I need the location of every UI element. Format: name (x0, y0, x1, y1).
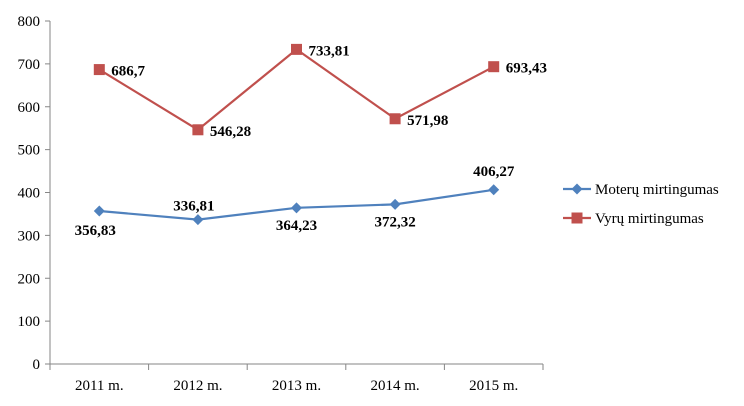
legend-marker (571, 183, 583, 195)
data-label: 733,81 (309, 43, 350, 59)
legend-label: Vyrų mirtingumas (595, 211, 704, 227)
data-label: 693,43 (506, 61, 547, 77)
data-point (291, 202, 302, 214)
legend-item: Moterų mirtingumas (563, 182, 719, 198)
y-axis-ticks: 0 100 200 300 400 500 600 700 800 (18, 14, 50, 373)
data-label: 372,32 (374, 214, 415, 230)
data-point (291, 43, 302, 55)
y-tick-label: 200 (18, 271, 41, 287)
data-label: 686,7 (111, 64, 145, 80)
x-axis-ticks: 2011 m. 2012 m. 2013 m. 2014 m. 2015 m. (49, 364, 544, 394)
legend-item: Vyrų mirtingumas (563, 211, 704, 227)
legend-marker (571, 212, 583, 224)
legend: Moterų mirtingumas Vyrų mirtingumas (563, 182, 719, 227)
y-tick-label: 800 (18, 14, 41, 30)
data-point (389, 113, 401, 125)
data-point (192, 214, 204, 226)
data-point (389, 198, 401, 210)
x-tick-label: 2012 m. (173, 378, 222, 394)
data-point (93, 64, 105, 76)
x-tick-label: 2014 m. (371, 378, 420, 394)
x-tick-label: 2015 m. (469, 378, 518, 394)
data-label: 336,81 (173, 199, 214, 215)
data-label: 356,83 (75, 223, 116, 239)
series-women (93, 184, 500, 226)
y-tick-label: 700 (18, 57, 41, 73)
data-label: 571,98 (407, 113, 448, 129)
data-label: 546,28 (210, 124, 251, 140)
y-tick-label: 300 (18, 228, 41, 244)
data-labels: 356,83 336,81 364,23 372,32 406,27 686,7 546,2… (75, 43, 547, 239)
x-tick-label: 2013 m. (272, 378, 321, 394)
data-point (93, 205, 105, 217)
series-men (93, 43, 500, 136)
series-layer (93, 43, 500, 226)
data-label: 406,27 (473, 164, 515, 180)
y-tick-label: 600 (18, 100, 41, 116)
data-point (192, 124, 204, 136)
x-tick-label: 2011 m. (75, 378, 124, 394)
y-tick-label: 500 (18, 143, 41, 159)
data-point (488, 61, 500, 73)
y-tick-label: 100 (18, 314, 41, 330)
data-label: 364,23 (276, 218, 317, 234)
data-point (488, 184, 500, 196)
legend-label: Moterų mirtingumas (595, 182, 719, 198)
y-tick-label: 400 (18, 186, 41, 202)
y-tick-label: 0 (33, 357, 41, 373)
